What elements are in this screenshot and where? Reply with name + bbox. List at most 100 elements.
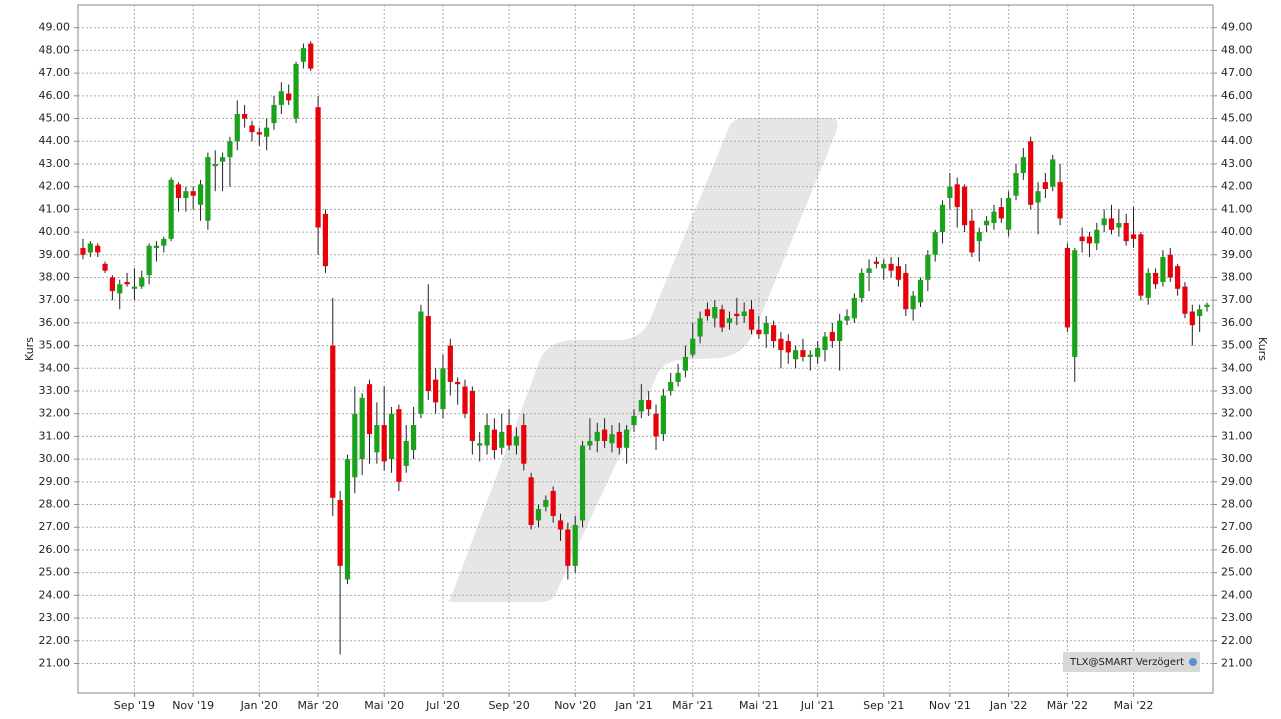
y-tick-label: 32.00: [39, 407, 71, 420]
candle-body: [822, 336, 828, 351]
candle-body: [800, 350, 806, 357]
candle-body: [440, 368, 446, 410]
candle-body: [425, 316, 431, 392]
candle-body: [1101, 218, 1107, 226]
candle-body: [1094, 229, 1100, 244]
candle-body: [315, 107, 321, 228]
y-tick-label: 47.00: [39, 66, 71, 79]
candle-body: [219, 157, 226, 162]
candle-body: [161, 238, 167, 246]
candle-body: [403, 440, 409, 466]
y-tick-label: 43.00: [39, 157, 71, 170]
candle-body: [866, 268, 872, 273]
candle-body: [242, 113, 248, 119]
candle-body: [785, 341, 791, 353]
candle-body: [895, 266, 902, 280]
source-icon: [1189, 658, 1197, 666]
y2-tick-label: 33.00: [1221, 384, 1253, 397]
x-tick-label: Nov '20: [554, 699, 596, 712]
candle-body: [433, 379, 439, 403]
candle-body: [1042, 182, 1048, 189]
candle-body: [308, 43, 314, 69]
candle-body: [1013, 173, 1019, 196]
y-tick-label: 49.00: [39, 21, 71, 34]
candle-body: [925, 254, 931, 280]
y2-axis-label: Kurs: [1256, 337, 1269, 361]
candle-body: [793, 350, 799, 360]
candle-body: [601, 429, 608, 441]
candle-body: [139, 277, 145, 287]
candle-body: [322, 213, 329, 267]
candle-body: [80, 247, 86, 255]
y2-tick-label: 37.00: [1221, 293, 1253, 306]
y2-tick-label: 46.00: [1221, 89, 1253, 102]
x-tick-label: Mär '20: [297, 699, 338, 712]
candle-body: [1204, 304, 1210, 307]
candle-body: [550, 490, 556, 516]
y-tick-label: 23.00: [39, 611, 71, 624]
y2-tick-label: 42.00: [1221, 180, 1253, 193]
candle-body: [1138, 234, 1144, 296]
candle-body: [1006, 198, 1012, 230]
y2-tick-label: 26.00: [1221, 543, 1253, 556]
y2-tick-label: 45.00: [1221, 112, 1253, 125]
candle-body: [844, 316, 850, 321]
candle-body: [976, 232, 982, 242]
candle-body: [565, 529, 571, 566]
candle-body: [646, 400, 652, 410]
candle-body: [815, 347, 821, 357]
source-label: TLX@SMART Verzögert: [1069, 657, 1184, 668]
y2-tick-label: 21.00: [1221, 656, 1253, 669]
candle-body: [888, 263, 894, 271]
y2-tick-label: 36.00: [1221, 316, 1253, 329]
candle-body: [807, 354, 813, 357]
y-tick-label: 29.00: [39, 475, 71, 488]
candle-body: [205, 157, 211, 221]
candle-body: [704, 309, 711, 317]
x-tick-label: Nov '19: [172, 699, 214, 712]
y-tick-label: 31.00: [39, 429, 71, 442]
candle-body: [1130, 234, 1137, 239]
candle-body: [1028, 141, 1034, 205]
candle-body: [1072, 250, 1078, 357]
candle-body: [102, 263, 108, 271]
x-tick-label: Jan '21: [614, 699, 652, 712]
candle-body: [359, 397, 365, 460]
candle-body: [969, 220, 975, 253]
candle-body: [719, 309, 725, 328]
y2-tick-label: 48.00: [1221, 43, 1253, 56]
candle-body: [741, 311, 747, 317]
y-tick-label: 26.00: [39, 543, 71, 556]
candle-body: [631, 415, 637, 426]
candle-body: [873, 261, 880, 264]
candle-body: [366, 384, 373, 435]
candle-body: [557, 520, 564, 530]
candle-body: [418, 311, 424, 414]
candle-body: [271, 104, 277, 124]
y2-tick-label: 28.00: [1221, 498, 1253, 511]
candle-body: [961, 186, 968, 226]
candle-body: [859, 272, 865, 298]
candle-body: [1167, 254, 1173, 278]
y-tick-label: 42.00: [39, 180, 71, 193]
candle-body: [528, 477, 534, 525]
candle-body: [234, 113, 240, 142]
candle-body: [1064, 247, 1071, 328]
candle-body: [337, 499, 343, 566]
x-tick-label: Jul '20: [425, 699, 460, 712]
y2-tick-label: 41.00: [1221, 202, 1253, 215]
candle-body: [124, 282, 130, 285]
candle-body: [190, 191, 196, 196]
y-axis-label: Kurs: [23, 337, 36, 361]
y-tick-label: 22.00: [39, 634, 71, 647]
candle-body: [396, 409, 402, 482]
candle-body: [499, 431, 505, 448]
y-tick-label: 44.00: [39, 134, 71, 147]
x-tick-label: Sep '20: [488, 699, 529, 712]
y-tick-label: 45.00: [39, 112, 71, 125]
candle-body: [763, 322, 769, 335]
candle-body: [748, 309, 755, 330]
candle-body: [447, 345, 453, 382]
candle-body: [682, 356, 689, 371]
y2-tick-label: 35.00: [1221, 339, 1253, 352]
